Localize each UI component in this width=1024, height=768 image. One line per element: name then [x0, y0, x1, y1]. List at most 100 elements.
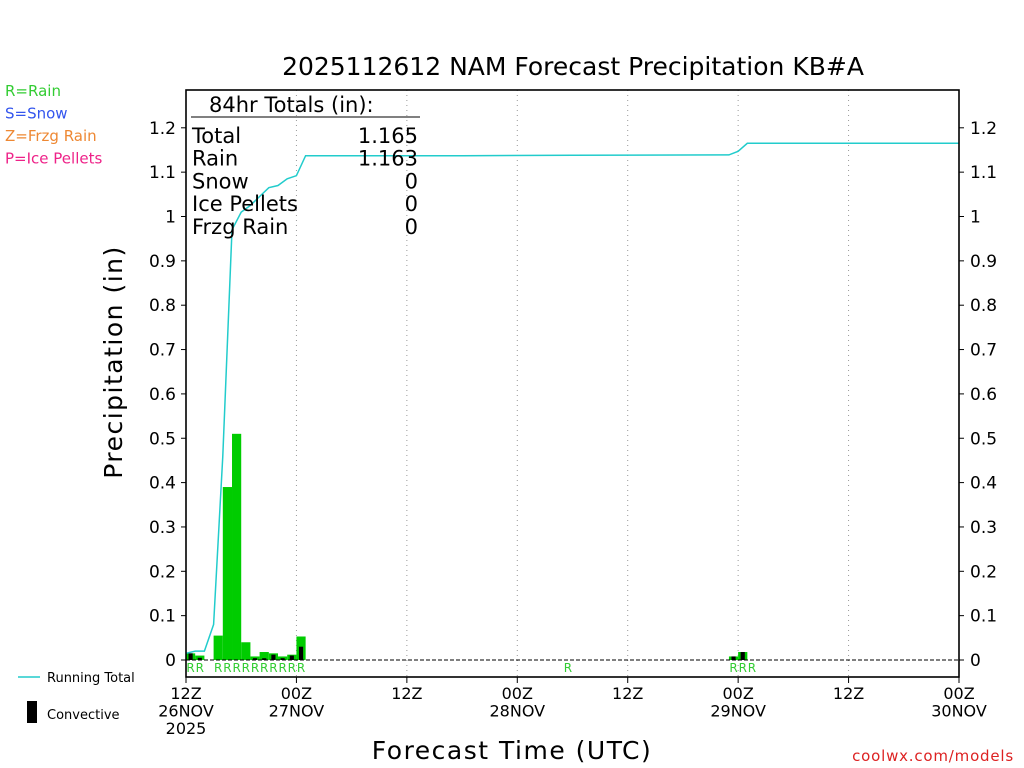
convective-bar: [262, 658, 267, 660]
precip-type-code: R: [242, 661, 250, 675]
convective-bars-layer: [188, 646, 745, 660]
precip-type-code: R: [251, 661, 259, 675]
precip-type-code: R: [739, 661, 747, 675]
x-tick-label: 12Z: [833, 684, 864, 703]
totals-row-value: 0: [405, 192, 418, 216]
convective-bar: [289, 655, 294, 660]
precip-type-code: R: [260, 661, 268, 675]
grid-layer: [295, 90, 850, 677]
precip-type-legend-item: S=Snow: [5, 105, 68, 123]
axis-layer: 0 00.1 0.10.2 0.20.3 0.30.4 0.40.5 0.50.6 0.60.…: [149, 119, 997, 738]
x-tick-label: 12Z: [170, 684, 201, 703]
y-axis-label: Precipitation (in): [99, 245, 128, 479]
x-tick-label: 00Z: [722, 684, 753, 703]
series-legend: Running Total Convective: [18, 671, 135, 723]
x-tick-label: 30NOV: [931, 702, 987, 721]
y-tick-label-left: 0.7: [149, 341, 176, 361]
precip-type-code: R: [269, 661, 277, 675]
y-tick-label-left: 0.9: [149, 252, 176, 272]
y-tick-label-left: 0.1: [149, 607, 176, 627]
y-tick-label-right: 0.5: [970, 429, 997, 449]
x-tick-label: 28NOV: [489, 702, 545, 721]
convective-bar: [740, 652, 745, 660]
precip-bar: [259, 652, 269, 660]
precip-type-code: R: [214, 661, 222, 675]
totals-row-value: 0: [405, 169, 418, 193]
precip-type-code: R: [748, 661, 756, 675]
precip-type-code: R: [288, 661, 296, 675]
y-tick-label-right: 1.2: [970, 119, 997, 139]
precip-type-legend-item: P=Ice Pellets: [5, 150, 102, 168]
y-tick-label-left: 0.4: [149, 474, 176, 494]
precip-bar: [222, 487, 233, 660]
totals-rows: Total 1.165 Rain 1.163 Snow 0 Ice Pellets 0 Frzg…: [191, 124, 418, 239]
y-tick-label-right: 0.7: [970, 341, 997, 361]
convective-bar: [252, 658, 258, 660]
y-tick-label-left: 0.5: [149, 429, 176, 449]
y-tick-label-right: 0.8: [970, 296, 997, 316]
y-tick-label-right: 0.6: [970, 385, 997, 405]
precip-bar: [232, 433, 242, 660]
y-tick-label-left: 0.2: [149, 562, 176, 582]
convective-bar: [271, 654, 276, 660]
precip-type-code: R: [278, 661, 286, 675]
y-tick-label-left: 1.2: [149, 119, 176, 139]
precip-bar: [213, 635, 223, 660]
running-total-line: [185, 142, 959, 655]
precip-type-code: R: [232, 661, 240, 675]
bars-layer: [186, 433, 748, 660]
y-tick-label-right: 0.2: [970, 562, 997, 582]
y-tick-label-right: 0.1: [970, 607, 997, 627]
totals-row-label: Snow: [192, 169, 249, 193]
x-tick-label: 00Z: [943, 684, 974, 703]
y-tick-label-left: 1.1: [149, 163, 176, 183]
x-tick-label: 27NOV: [269, 702, 325, 721]
x-tick-label: 29NOV: [710, 702, 766, 721]
precip-type-code: R: [297, 661, 305, 675]
convective-bar: [197, 657, 202, 660]
precip-type-code: R: [729, 661, 737, 675]
totals-row-value: 1.165: [358, 124, 418, 148]
precip-type-code: R: [186, 661, 194, 675]
y-tick-label-left: 0.3: [149, 518, 176, 538]
precip-type-legend-item: R=Rain: [5, 82, 61, 100]
x-axis-label: Forecast Time (UTC): [372, 736, 652, 765]
running-total-legend-label: Running Total: [47, 671, 135, 686]
precip-type-legend-item: Z=Frzg Rain: [5, 127, 97, 145]
precip-type-code: R: [223, 661, 231, 675]
y-tick-label-right: 1.1: [970, 163, 997, 183]
x-tick-label: 2025: [166, 719, 207, 738]
x-tick-label: 00Z: [281, 684, 312, 703]
convective-bar: [731, 656, 736, 660]
totals-row-label: Rain: [192, 147, 238, 171]
convective-bar: [188, 653, 193, 660]
convective-bar: [280, 658, 285, 660]
totals-row-value: 1.163: [358, 147, 418, 171]
totals-row-value: 0: [405, 215, 418, 239]
totals-row-label: Frzg Rain: [192, 215, 288, 239]
x-tick-label: 12Z: [391, 684, 422, 703]
convective-legend-label: Convective: [47, 708, 120, 723]
y-tick-label-right: 0.4: [970, 474, 997, 494]
y-tick-label-left: 1: [165, 208, 176, 228]
y-tick-label-right: 0.3: [970, 518, 997, 538]
y-tick-label-left: 0: [165, 651, 176, 671]
precip-type-code: R: [196, 661, 204, 675]
totals-box: 84hr Totals (in):: [191, 93, 420, 118]
totals-row-label: Total: [191, 124, 241, 148]
totals-header: 84hr Totals (in):: [209, 93, 374, 117]
watermark: coolwx.com/models: [852, 747, 1014, 765]
y-tick-label-right: 0: [970, 651, 981, 671]
y-tick-label-left: 0.8: [149, 296, 176, 316]
y-tick-label-right: 1: [970, 208, 981, 228]
precip-type-code: R: [564, 661, 572, 675]
convective-bar: [298, 646, 304, 660]
convective-legend-swatch: [27, 701, 37, 723]
plot-frame: [185, 89, 960, 678]
y-tick-label-right: 0.9: [970, 252, 997, 272]
x-tick-label: 26NOV: [158, 702, 214, 721]
y-tick-label-left: 0.6: [149, 385, 176, 405]
totals-row-label: Ice Pellets: [192, 192, 298, 216]
